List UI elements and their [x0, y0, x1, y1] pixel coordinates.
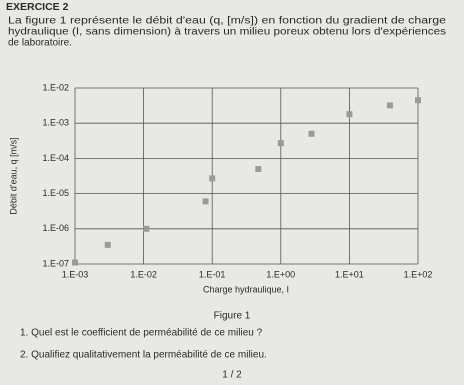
y-tick-label: 1.E-03	[42, 118, 69, 128]
data-point	[202, 198, 209, 205]
data-point	[209, 175, 216, 182]
data-point	[415, 97, 421, 104]
y-tick-label: 1.E-06	[42, 223, 69, 233]
page-number: 1 / 2	[222, 370, 242, 381]
x-tick-label: 1.E+01	[335, 269, 364, 279]
data-point	[72, 259, 78, 266]
question: 2. Qualifiez qualitativement la perméabi…	[20, 350, 267, 361]
intro-line: de laboratoire.	[8, 38, 72, 49]
data-point	[104, 241, 111, 248]
intro-line: La figure 1 représente le débit d'eau (q…	[8, 16, 447, 27]
data-point	[255, 165, 262, 172]
x-tick-label: 1.E-02	[130, 269, 157, 279]
y-tick-label: 1.E-04	[42, 153, 69, 163]
x-tick-label: 1.E-03	[62, 269, 89, 279]
x-tick-label: 1.E+02	[404, 269, 433, 279]
y-axis-label: Débit d'eau, q [m/s]	[8, 137, 18, 214]
data-point	[386, 102, 393, 109]
x-axis-label: Charge hydraulique, I	[203, 284, 289, 294]
caption: Figure 1	[214, 311, 251, 322]
title: EXERCICE 2	[6, 1, 69, 13]
y-tick-label: 1.E-02	[42, 82, 69, 92]
data-point	[346, 111, 353, 118]
intro-line: hydraulique (I, sans dimension) à traver…	[8, 27, 446, 38]
y-tick-label: 1.E-05	[42, 188, 69, 198]
x-tick-label: 1.E-01	[199, 269, 226, 279]
data-point	[308, 130, 315, 137]
x-tick-label: 1.E+00	[266, 269, 295, 279]
data-point	[143, 225, 150, 232]
data-point	[277, 140, 284, 147]
question: 1. Quel est le coefficient de perméabili…	[20, 328, 263, 339]
y-tick-label: 1.E-07	[42, 258, 69, 268]
